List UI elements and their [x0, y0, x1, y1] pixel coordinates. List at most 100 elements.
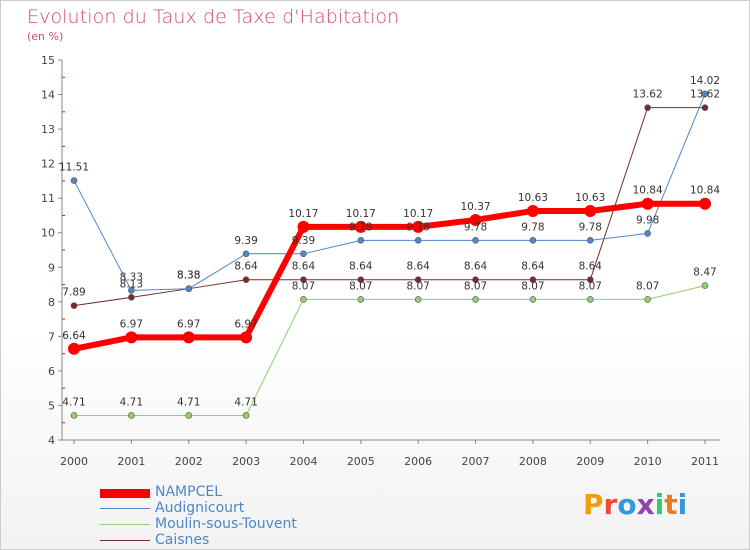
data-label: 10.63	[575, 192, 605, 204]
x-tick-label: 2006	[404, 455, 432, 468]
data-label: 7.89	[62, 287, 85, 299]
data-point	[472, 276, 479, 284]
data-point	[586, 276, 594, 284]
data-point	[354, 220, 367, 233]
x-tick-label: 2009	[576, 455, 604, 468]
data-label: 4.71	[234, 396, 257, 408]
data-label: 10.17	[403, 208, 433, 220]
data-point	[586, 296, 594, 303]
y-tick-label: 4	[48, 434, 55, 447]
x-tick-label: 2010	[634, 455, 662, 468]
data-label: 10.17	[346, 208, 376, 220]
data-label: 6.97	[177, 318, 200, 330]
data-point	[644, 296, 651, 303]
data-point	[300, 276, 307, 284]
logo-letter: t	[664, 488, 678, 521]
data-point	[584, 204, 597, 217]
data-point	[125, 331, 138, 344]
series-line-0	[73, 200, 705, 352]
data-label: 8.07	[636, 280, 659, 292]
logo-letter: i	[677, 488, 688, 521]
series-line-3	[73, 107, 705, 307]
legend-swatch-caisnes	[100, 540, 150, 541]
y-tick-label: 13	[41, 123, 55, 136]
data-point	[529, 276, 537, 284]
y-tick-label: 6	[48, 365, 55, 378]
data-point	[68, 342, 80, 355]
data-label: 9.39	[292, 235, 315, 247]
data-point	[297, 220, 310, 233]
data-label: 6.64	[62, 330, 86, 342]
data-label: 8.47	[693, 267, 716, 279]
logo-letter: r	[603, 488, 618, 521]
data-point	[529, 237, 537, 244]
data-point	[414, 237, 422, 244]
data-label: 8.64	[521, 261, 545, 273]
data-point	[469, 213, 482, 226]
series-line-1	[73, 93, 706, 291]
legend-swatch-nampcel	[100, 489, 150, 498]
data-point	[414, 276, 422, 284]
data-point	[300, 296, 307, 303]
data-label: 8.07	[349, 280, 372, 292]
data-point	[357, 237, 365, 244]
data-point	[242, 412, 250, 419]
data-label: 8.64	[234, 261, 258, 273]
data-point	[644, 104, 651, 111]
y-tick-label: 5	[48, 399, 55, 412]
data-point	[701, 104, 709, 111]
data-label: 9.78	[349, 221, 372, 233]
data-label: 4.71	[120, 396, 143, 408]
y-tick-label: 8	[48, 296, 55, 309]
y-tick-label: 10	[41, 227, 55, 240]
unit-label: (en %)	[27, 30, 64, 43]
data-label: 8.07	[464, 280, 487, 292]
data-point	[185, 285, 193, 292]
proxiti-logo: Proxiti	[583, 488, 687, 521]
y-tick-label: 12	[41, 158, 55, 171]
data-label: 10.63	[518, 192, 548, 204]
data-point	[641, 197, 654, 210]
data-label: 8.64	[349, 261, 373, 273]
data-point	[70, 302, 78, 309]
data-point	[300, 250, 307, 258]
x-tick-label: 2008	[519, 455, 547, 468]
y-tick-label: 15	[41, 54, 55, 67]
x-tick-label: 2003	[232, 455, 260, 468]
data-point	[357, 276, 365, 284]
data-label: 8.33	[120, 271, 143, 283]
series-line-2	[74, 285, 706, 416]
data-label: 9.78	[521, 221, 544, 233]
x-tick-label: 2007	[462, 455, 490, 468]
y-tick-label: 14	[41, 89, 55, 102]
data-point	[414, 296, 422, 303]
data-point	[644, 230, 651, 237]
data-point	[472, 296, 479, 303]
data-point	[701, 90, 709, 98]
x-tick-label: 2004	[289, 455, 317, 468]
data-label: 8.07	[521, 280, 544, 292]
data-point	[412, 220, 425, 233]
data-point	[357, 296, 365, 303]
data-label: 10.37	[461, 201, 491, 213]
logo-letter: o	[617, 488, 637, 521]
data-label: 9.78	[464, 221, 487, 233]
data-label: 6.97	[234, 318, 257, 330]
data-point	[242, 276, 250, 284]
data-point	[699, 197, 711, 210]
data-point	[586, 237, 594, 244]
logo-letter: x	[636, 488, 655, 521]
data-label: 8.13	[120, 278, 143, 290]
data-label: 13.62	[690, 89, 720, 101]
data-label: 8.38	[177, 270, 200, 282]
data-point	[240, 331, 253, 344]
data-label: 9.78	[406, 221, 429, 233]
data-point	[182, 331, 195, 344]
legend-swatch-moulin	[100, 524, 150, 525]
data-label: 8.64	[464, 261, 488, 273]
x-tick-label: 2005	[347, 455, 375, 468]
data-point	[128, 294, 135, 301]
data-point	[185, 412, 193, 419]
data-label: 8.64	[292, 261, 316, 273]
